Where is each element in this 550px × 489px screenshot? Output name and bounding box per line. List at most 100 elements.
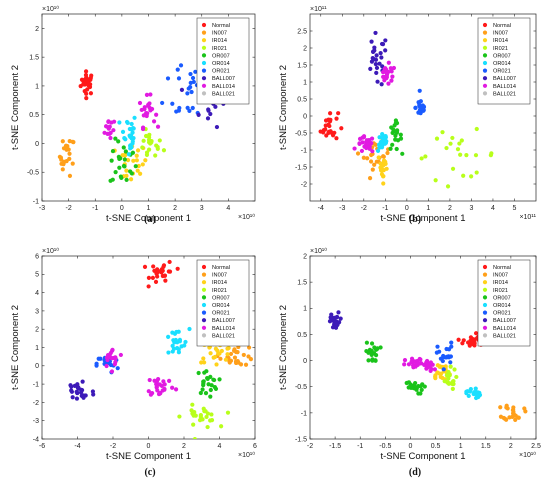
- data-point-or021: [187, 108, 192, 114]
- data-point-normal: [146, 275, 152, 280]
- data-point-ball014: [390, 74, 395, 79]
- data-point-normal: [160, 268, 165, 273]
- data-point-or007: [369, 341, 375, 346]
- legend-marker-ball014: [201, 83, 207, 88]
- data-point-ball007: [208, 111, 213, 117]
- legend-label-ball014: BALL014: [212, 326, 235, 332]
- data-point-ir014: [214, 362, 219, 367]
- data-point-ball014: [369, 141, 374, 146]
- data-point-or007: [201, 379, 206, 384]
- data-point-in007: [373, 142, 378, 147]
- y-tick-label: 0.5: [297, 332, 307, 339]
- data-point-or021: [417, 88, 422, 93]
- data-point-or014: [475, 393, 480, 398]
- data-point-normal: [156, 269, 162, 274]
- data-point-normal: [84, 91, 89, 96]
- data-point-ir021: [474, 170, 479, 175]
- data-point-or007: [205, 376, 210, 381]
- data-point-ir021: [448, 141, 453, 146]
- data-point-in007: [365, 156, 370, 161]
- x-tick-label: 4: [491, 205, 495, 212]
- data-point-or021: [417, 108, 422, 113]
- data-point-or007: [208, 394, 213, 399]
- data-point-ball014: [384, 76, 389, 81]
- data-point-ball007: [213, 104, 218, 109]
- data-point-normal: [326, 117, 331, 122]
- data-point-or014: [379, 145, 385, 150]
- data-point-in007: [361, 155, 366, 160]
- data-point-or021: [170, 101, 175, 106]
- data-point-or021: [190, 105, 195, 111]
- legend-marker-ball007: [201, 76, 207, 81]
- data-point-or021: [441, 354, 446, 360]
- x-tick-label: 0: [147, 443, 151, 450]
- legend-marker-or007: [201, 295, 207, 300]
- y-tick-label: -0.5: [295, 384, 307, 391]
- data-point-ball007: [370, 55, 375, 61]
- data-point-ir021: [469, 174, 474, 179]
- data-point-ir021: [204, 414, 209, 420]
- data-point-ball014: [149, 106, 155, 112]
- legend-marker-ball014: [482, 325, 488, 330]
- data-point-ball014: [359, 148, 365, 154]
- data-point-normal: [334, 136, 339, 141]
- x-tick-label: -6: [39, 443, 45, 450]
- data-point-normal: [467, 343, 472, 348]
- data-point-ball014: [147, 377, 152, 383]
- data-point-ball007: [179, 87, 185, 93]
- data-point-ball014: [364, 138, 370, 143]
- x-tick-label: -2: [361, 205, 367, 212]
- legend-label-or014: OR014: [212, 61, 230, 67]
- data-point-in007: [241, 352, 246, 358]
- data-point-ir021: [146, 147, 152, 152]
- data-point-in007: [381, 154, 386, 159]
- data-point-normal: [88, 91, 94, 96]
- y-tick-label: -4: [33, 436, 39, 443]
- legend-label-normal: Normal: [493, 265, 511, 271]
- data-point-ball014: [414, 361, 420, 366]
- legend-marker-ball021: [201, 333, 207, 338]
- data-point-ir021: [143, 133, 149, 139]
- legend-label-ball021: BALL021: [212, 333, 235, 339]
- data-point-or021: [418, 99, 423, 104]
- data-point-normal: [83, 69, 89, 74]
- data-point-ball007: [372, 45, 377, 50]
- data-point-normal: [473, 331, 479, 336]
- data-point-ball007: [368, 66, 373, 71]
- data-point-or007: [390, 142, 395, 147]
- legend-marker-normal: [482, 22, 488, 28]
- data-point-ball014: [412, 364, 417, 369]
- x-tick-label: 4: [226, 205, 230, 212]
- legend-marker-or007: [482, 53, 488, 58]
- y-axis-label: t-SNE Component 2: [278, 65, 289, 150]
- data-point-or021: [421, 104, 426, 109]
- scatter-points: [57, 63, 226, 183]
- y-tick-label: 0: [35, 363, 39, 370]
- x-tick-label: 3: [200, 205, 204, 212]
- data-point-in007: [498, 405, 503, 410]
- legend-marker-or007: [482, 295, 488, 300]
- x-tick-label: 1.5: [481, 443, 491, 450]
- data-point-ir021: [450, 135, 455, 141]
- data-point-ir021: [455, 147, 461, 152]
- data-point-or014: [117, 120, 122, 125]
- data-point-or007: [196, 370, 201, 376]
- data-point-or007: [122, 157, 127, 162]
- x-exponent-label: ×10¹⁰: [238, 213, 255, 221]
- data-point-ir021: [451, 381, 456, 387]
- data-point-or007: [204, 369, 209, 374]
- y-exponent-label: ×10¹⁰: [42, 5, 59, 13]
- data-point-normal: [151, 264, 156, 269]
- data-point-ball014: [146, 103, 151, 108]
- data-point-ball007: [328, 315, 333, 320]
- legend-marker-or021: [201, 310, 207, 315]
- data-point-ir021: [459, 138, 464, 143]
- data-point-ir014: [381, 158, 387, 163]
- data-point-normal: [323, 123, 328, 128]
- data-point-ball014: [389, 69, 394, 74]
- data-point-ir014: [212, 354, 218, 360]
- legend-label-or007: OR007: [212, 53, 230, 59]
- y-tick-label: 1: [303, 79, 307, 86]
- data-point-ball007: [205, 116, 211, 121]
- legend-label-ball007: BALL007: [493, 76, 516, 82]
